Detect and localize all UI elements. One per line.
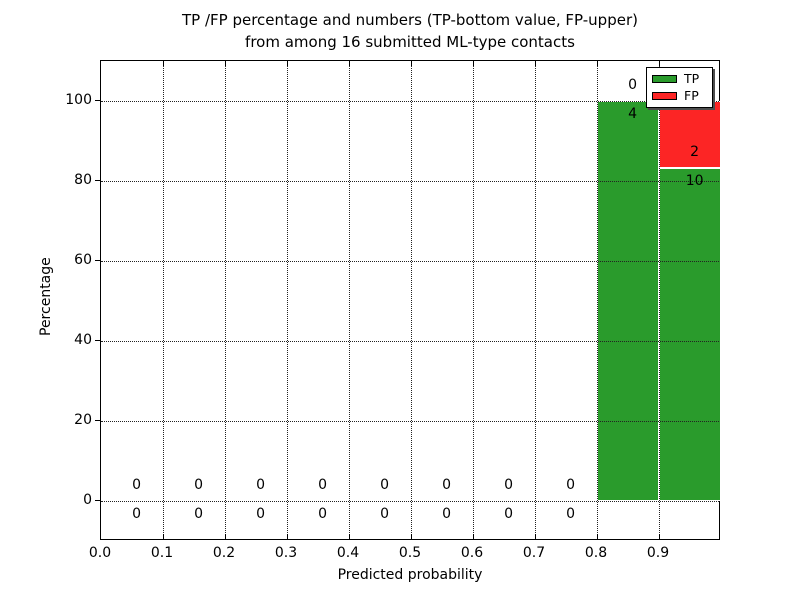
fp-count-label: 0	[318, 477, 328, 493]
x-tick-mark	[225, 534, 226, 539]
tp-bar	[597, 101, 659, 501]
y-tick-label: 100	[65, 92, 92, 108]
x-tick-mark-top	[225, 61, 226, 66]
tp-count-label: 0	[318, 506, 328, 523]
y-tick-mark	[95, 100, 100, 101]
x-tick-mark	[163, 534, 164, 539]
y-tick-mark	[95, 340, 100, 341]
fp-swatch-icon	[652, 92, 677, 100]
vertical-gridline	[659, 61, 660, 539]
tp-count-label: 0	[194, 506, 204, 523]
y-tick-label: 0	[83, 492, 92, 508]
x-tick-label: 0.9	[646, 545, 670, 561]
x-tick-mark	[597, 534, 598, 539]
fp-count-label: 0	[380, 477, 390, 493]
x-tick-mark-top	[349, 61, 350, 66]
y-tick-label: 20	[74, 412, 92, 428]
x-tick-mark-top	[411, 61, 412, 66]
plot-area: 0 0 0 0 0 0 0 0 0 0 0 0 0 0 0 0 0 4 2 10	[100, 60, 721, 540]
tp-count-label: 0	[566, 506, 576, 523]
x-tick-label: 0.1	[150, 545, 174, 561]
tp-count-label: 0	[442, 506, 452, 523]
y-tick-mark	[95, 180, 100, 181]
legend-row-tp: TP	[652, 71, 707, 86]
horizontal-gridline	[101, 501, 719, 502]
chart-title: TP /FP percentage and numbers (TP-bottom…	[100, 9, 720, 53]
tp-count-label: 0	[132, 506, 142, 523]
tp-count-label: 0	[504, 506, 514, 523]
tp-swatch-icon	[652, 75, 677, 83]
x-axis-label: Predicted probability	[337, 567, 483, 583]
x-tick-label: 0.2	[212, 545, 236, 561]
fp-count-label: 0	[628, 77, 638, 93]
y-tick-mark	[95, 420, 100, 421]
vertical-gridline	[411, 61, 412, 539]
y-tick-label: 80	[74, 172, 92, 188]
fp-count-label: 0	[256, 477, 266, 493]
x-tick-mark-top	[659, 61, 660, 66]
fp-count-label: 0	[194, 477, 204, 493]
x-tick-mark	[411, 534, 412, 539]
x-tick-label: 0.3	[274, 545, 298, 561]
y-tick-label: 60	[74, 252, 92, 268]
horizontal-gridline	[101, 101, 719, 102]
fp-count-label: 0	[566, 477, 576, 493]
x-tick-mark	[535, 534, 536, 539]
vertical-gridline	[597, 61, 598, 539]
tp-count-label: 4	[628, 106, 638, 123]
vertical-gridline	[349, 61, 350, 539]
fp-count-label: 0	[442, 477, 452, 493]
horizontal-gridline	[101, 261, 719, 262]
x-tick-label: 0.5	[398, 545, 422, 561]
chart-title-line2: from among 16 submitted ML-type contacts	[245, 33, 575, 51]
legend-row-fp: FP	[652, 88, 707, 103]
x-tick-mark	[659, 534, 660, 539]
chart-title-line1: TP /FP percentage and numbers (TP-bottom…	[182, 11, 638, 29]
x-tick-label: 0.6	[460, 545, 484, 561]
x-tick-label: 0.4	[336, 545, 360, 561]
x-tick-mark-top	[473, 61, 474, 66]
x-tick-mark-top	[163, 61, 164, 66]
legend: TP FP	[646, 67, 713, 108]
vertical-gridline	[163, 61, 164, 539]
x-tick-mark	[473, 534, 474, 539]
y-tick-label: 40	[74, 332, 92, 348]
x-tick-label: 0.8	[584, 545, 608, 561]
vertical-gridline	[225, 61, 226, 539]
legend-label-fp: FP	[684, 88, 699, 103]
vertical-gridline	[473, 61, 474, 539]
fp-count-label: 2	[690, 143, 700, 160]
x-tick-mark	[349, 534, 350, 539]
x-tick-mark	[287, 534, 288, 539]
x-tick-mark-top	[597, 61, 598, 66]
horizontal-gridline	[101, 181, 719, 182]
horizontal-gridline	[101, 421, 719, 422]
x-tick-mark-top	[287, 61, 288, 66]
tp-count-label: 10	[685, 172, 704, 189]
tp-count-label: 0	[256, 506, 266, 523]
fp-count-label: 0	[132, 477, 142, 493]
tp-bar	[659, 167, 721, 501]
x-tick-label: 0.7	[522, 545, 546, 561]
tp-count-label: 0	[380, 506, 390, 523]
fp-count-label: 0	[504, 477, 514, 493]
y-tick-mark	[95, 260, 100, 261]
x-tick-mark-top	[535, 61, 536, 66]
x-tick-label: 0.0	[88, 545, 112, 561]
y-tick-mark	[95, 500, 100, 501]
vertical-gridline	[287, 61, 288, 539]
vertical-gridline	[535, 61, 536, 539]
horizontal-gridline	[101, 341, 719, 342]
legend-label-tp: TP	[684, 71, 700, 86]
